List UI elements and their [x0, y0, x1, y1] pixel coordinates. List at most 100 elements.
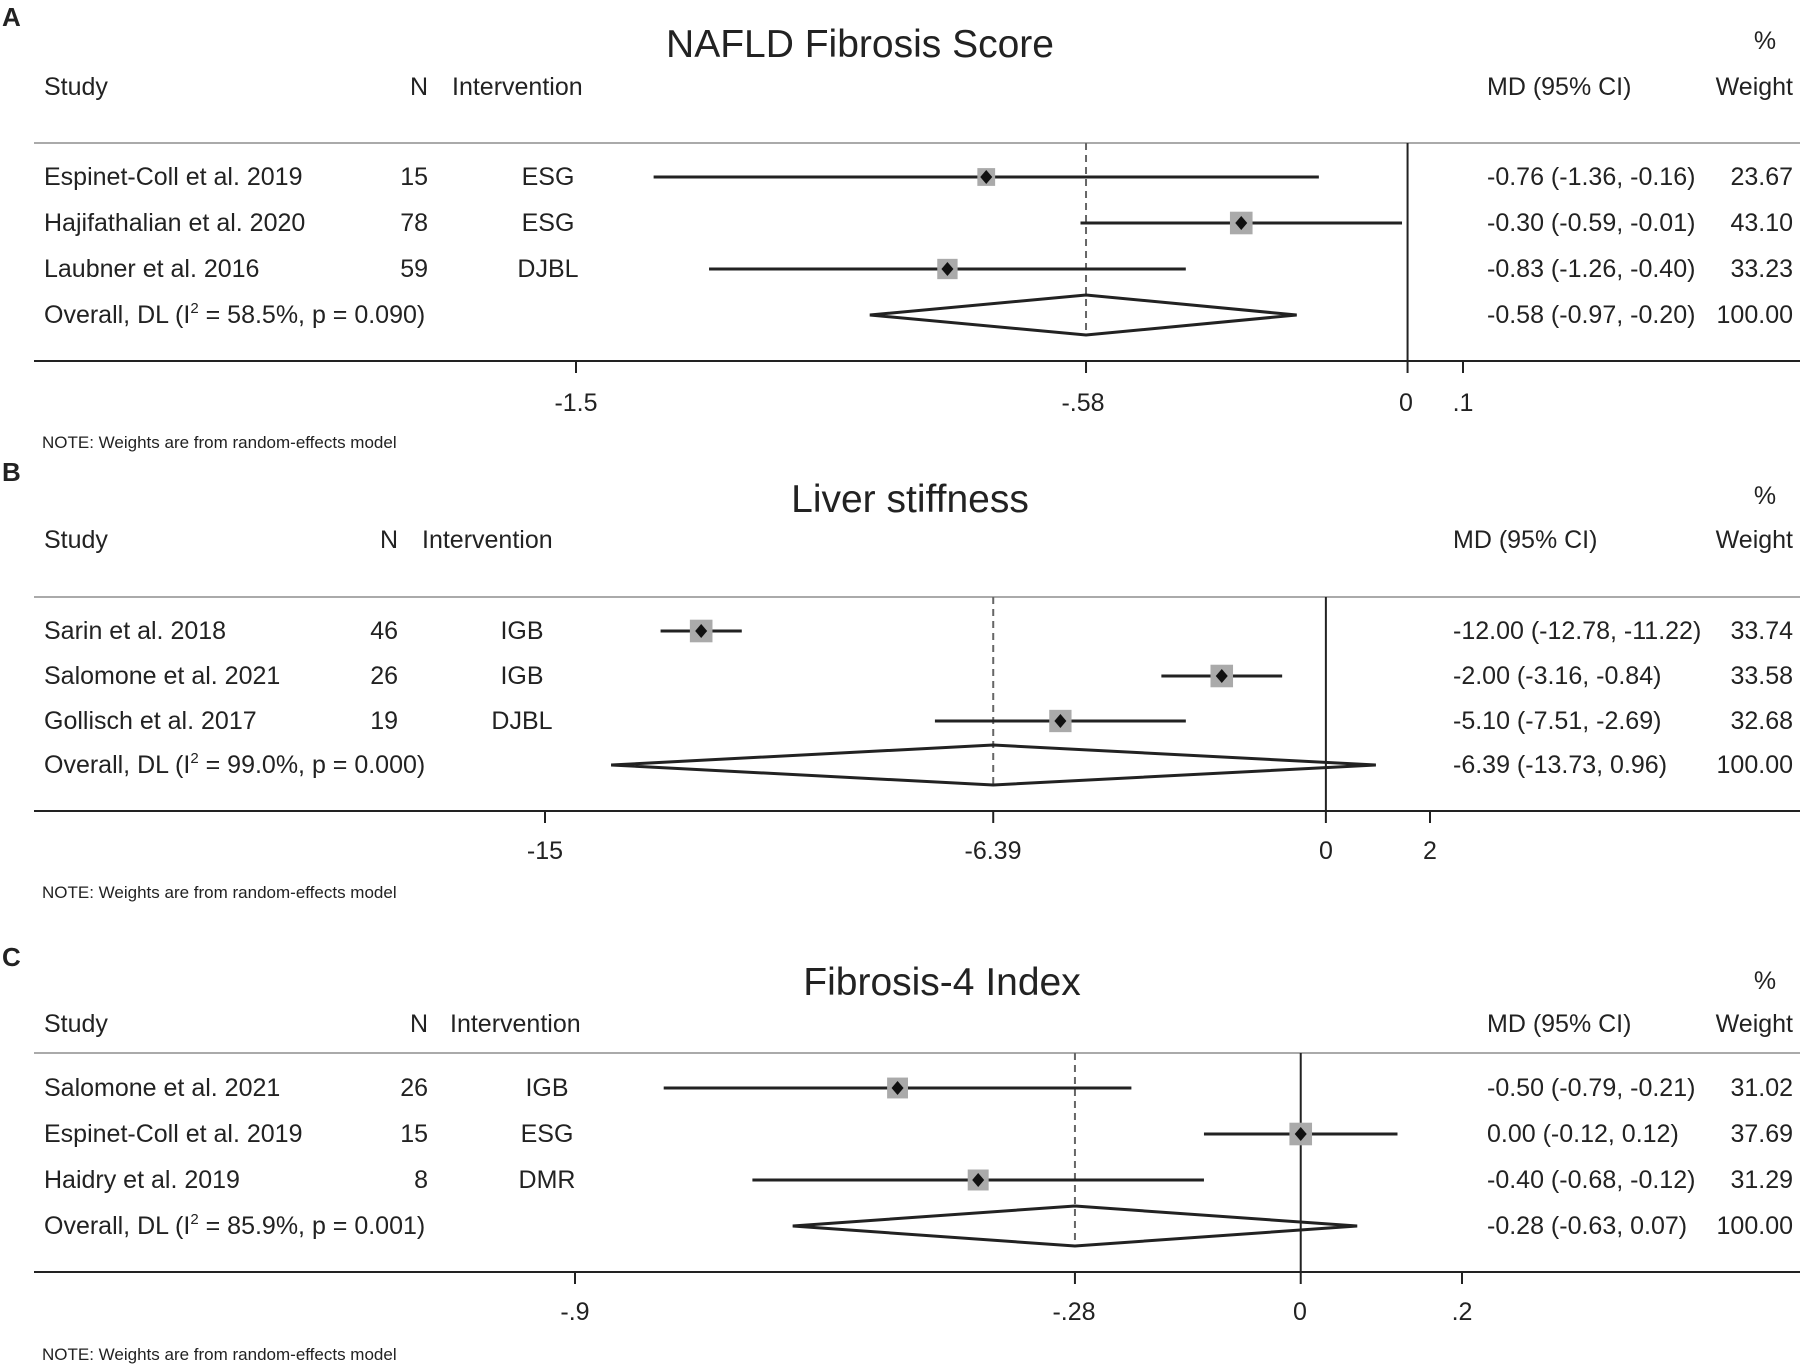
- chart-title: Liver stiffness: [791, 478, 1029, 521]
- study-intervention: IGB: [500, 617, 544, 645]
- study-weight: 37.69: [1730, 1120, 1793, 1148]
- study-ci: -2.00 (-3.16, -0.84): [1453, 662, 1662, 690]
- point-estimate-marker: [1235, 216, 1248, 230]
- study-n: 8: [414, 1166, 428, 1194]
- forest-plot-c: [34, 1052, 1800, 1284]
- overall-label: Overall, DL (I2 = 58.5%, p = 0.090): [44, 300, 426, 329]
- tick-label: .2: [1451, 1298, 1473, 1326]
- point-estimate-marker: [972, 1173, 985, 1187]
- tick-label: -.9: [560, 1298, 590, 1326]
- header-weight: Weight: [1715, 526, 1793, 554]
- study-weight: 33.74: [1730, 617, 1793, 645]
- study-intervention: ESG: [520, 1120, 574, 1148]
- study-weight: 31.02: [1730, 1074, 1793, 1102]
- tick-label: 0: [1319, 837, 1333, 865]
- chart-title: NAFLD Fibrosis Score: [666, 23, 1054, 66]
- study-ci: -0.50 (-0.79, -0.21): [1487, 1074, 1696, 1102]
- study-intervention: IGB: [500, 662, 544, 690]
- header-md: MD (95% CI): [1487, 1010, 1632, 1038]
- overall-weight: 100.00: [1716, 301, 1793, 329]
- overall-diamond: [869, 293, 1297, 337]
- forest-panel-b: B Liver stiffness % Study N Intervention…: [0, 455, 1805, 910]
- study-weight: 31.29: [1730, 1166, 1793, 1194]
- study-label: Haidry et al. 2019: [44, 1166, 240, 1194]
- study-ci: -0.76 (-1.36, -0.16): [1487, 163, 1696, 191]
- study-intervention: IGB: [525, 1074, 569, 1102]
- study-ci: -0.83 (-1.26, -0.40): [1487, 255, 1696, 283]
- overall-ci: -6.39 (-13.73, 0.96): [1453, 751, 1668, 779]
- study-label: Laubner et al. 2016: [44, 255, 260, 283]
- study-n: 19: [370, 707, 398, 735]
- study-weight: 32.68: [1730, 707, 1793, 735]
- header-weight: Weight: [1715, 1010, 1793, 1038]
- weights-note: NOTE: Weights are from random-effects mo…: [42, 1345, 397, 1364]
- overall-weight: 100.00: [1716, 751, 1793, 779]
- overall-diamond: [611, 743, 1376, 787]
- chart-title: Fibrosis-4 Index: [803, 961, 1081, 1004]
- header-md: MD (95% CI): [1453, 526, 1598, 554]
- forest-plot-b: [34, 596, 1800, 823]
- overall-ci: -0.28 (-0.63, 0.07): [1487, 1212, 1688, 1240]
- study-intervention: ESG: [521, 209, 575, 237]
- point-estimate-marker: [980, 170, 993, 184]
- header-study: Study: [44, 73, 108, 101]
- tick-label: 0: [1399, 389, 1413, 417]
- study-intervention: DJBL: [517, 255, 579, 283]
- weights-note: NOTE: Weights are from random-effects mo…: [42, 433, 397, 452]
- study-weight: 43.10: [1730, 209, 1793, 237]
- study-weight: 33.58: [1730, 662, 1793, 690]
- point-estimate-marker: [695, 624, 708, 638]
- header-intervention: Intervention: [450, 1010, 581, 1038]
- study-n: 15: [400, 163, 428, 191]
- study-ci: -12.00 (-12.78, -11.22): [1453, 617, 1702, 645]
- point-estimate-marker: [941, 262, 954, 276]
- tick-label: -6.39: [964, 837, 1022, 865]
- study-n: 26: [400, 1074, 428, 1102]
- study-n: 46: [370, 617, 398, 645]
- header-n: N: [409, 73, 428, 101]
- point-estimate-marker: [1294, 1127, 1307, 1141]
- panel-letter: C: [2, 942, 21, 972]
- header-intervention: Intervention: [422, 526, 553, 554]
- panel-letter: B: [2, 457, 21, 487]
- study-weight: 33.23: [1730, 255, 1793, 283]
- study-ci: -5.10 (-7.51, -2.69): [1453, 707, 1662, 735]
- forest-panel-c: C Fibrosis-4 Index % Study N Interventio…: [0, 910, 1805, 1365]
- forest-panel-a: A NAFLD Fibrosis Score % Study N Interve…: [0, 0, 1805, 455]
- point-estimate-marker: [891, 1081, 904, 1095]
- tick-label: -15: [526, 837, 564, 865]
- panel-letter: A: [2, 2, 21, 32]
- overall-diamond: [792, 1204, 1358, 1248]
- header-percent: %: [1753, 482, 1777, 510]
- point-estimate-marker: [1215, 669, 1228, 683]
- header-n: N: [379, 526, 398, 554]
- overall-weight: 100.00: [1716, 1212, 1793, 1240]
- tick-label: -1.5: [554, 389, 598, 417]
- header-intervention: Intervention: [452, 73, 583, 101]
- study-intervention: DJBL: [491, 707, 553, 735]
- point-estimate-marker: [1054, 714, 1067, 728]
- study-label: Hajifathalian et al. 2020: [44, 209, 306, 237]
- study-n: 26: [370, 662, 398, 690]
- header-percent: %: [1753, 967, 1777, 995]
- weights-note: NOTE: Weights are from random-effects mo…: [42, 883, 397, 902]
- study-n: 78: [400, 209, 428, 237]
- study-label: Espinet-Coll et al. 2019: [44, 1120, 303, 1148]
- tick-label: 0: [1293, 1298, 1307, 1326]
- header-md: MD (95% CI): [1487, 73, 1632, 101]
- tick-label: 2: [1423, 837, 1437, 865]
- study-ci: 0.00 (-0.12, 0.12): [1487, 1120, 1679, 1148]
- header-n: N: [409, 1010, 428, 1038]
- header-study: Study: [44, 1010, 108, 1038]
- study-label: Salomone et al. 2021: [44, 1074, 281, 1102]
- forest-plot-a: [34, 142, 1800, 373]
- study-intervention: ESG: [521, 163, 575, 191]
- study-n: 59: [400, 255, 428, 283]
- study-label: Gollisch et al. 2017: [44, 707, 257, 735]
- study-label: Espinet-Coll et al. 2019: [44, 163, 303, 191]
- tick-label: -.28: [1052, 1298, 1096, 1326]
- header-study: Study: [44, 526, 108, 554]
- study-weight: 23.67: [1730, 163, 1793, 191]
- tick-label: -.58: [1061, 389, 1105, 417]
- overall-label: Overall, DL (I2 = 99.0%, p = 0.000): [44, 750, 426, 779]
